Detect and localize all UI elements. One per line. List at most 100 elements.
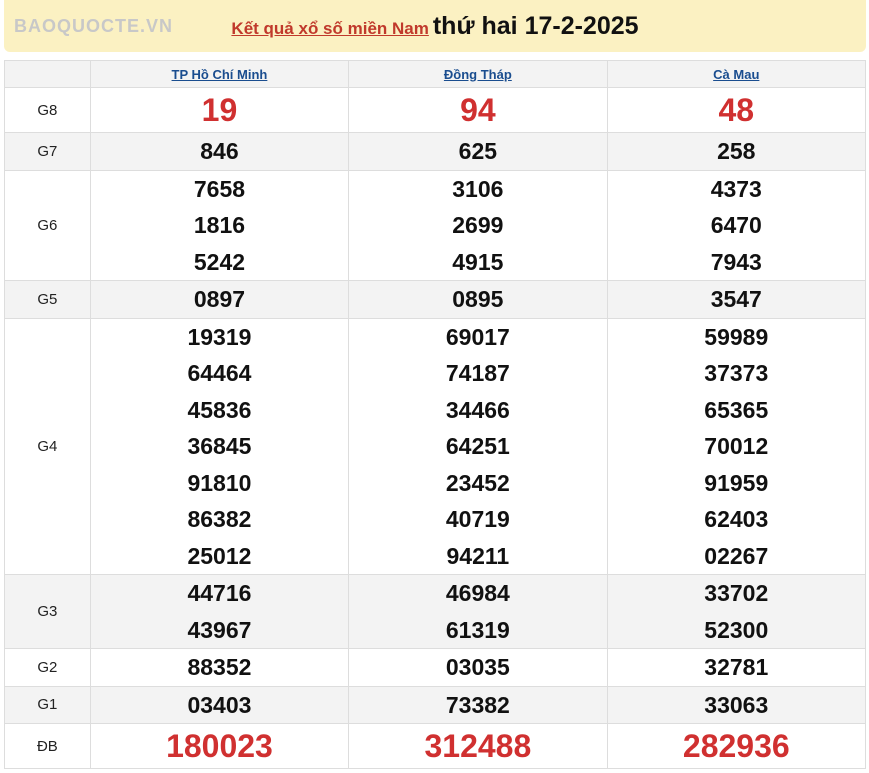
prize-number: 44716 bbox=[187, 580, 252, 606]
prize-number: 312488 bbox=[424, 728, 532, 764]
draw-date: thứ hai 17-2-2025 bbox=[432, 12, 639, 40]
prize-cell: 73382 bbox=[348, 685, 608, 724]
prize-cell: 44716 43967 bbox=[89, 574, 350, 649]
prize-cell: 0895 bbox=[348, 280, 608, 319]
prize-number: 94211 bbox=[446, 542, 510, 569]
prize-cell: 94 bbox=[348, 87, 608, 133]
prize-cell: 0897 bbox=[89, 280, 350, 319]
province-header-row: TP Hồ Chí Minh Đồng Tháp Cà Mau bbox=[4, 60, 867, 88]
prize-cell: 3547 bbox=[606, 280, 867, 319]
prize-number: 52300 bbox=[704, 616, 769, 643]
prize-number: 02267 bbox=[704, 542, 769, 569]
prize-number: 40719 bbox=[445, 506, 510, 532]
prize-number: 37373 bbox=[704, 360, 769, 386]
prize-number: 19 bbox=[201, 92, 238, 128]
prize-cell: 33702 52300 bbox=[606, 574, 867, 649]
prize-number: 3547 bbox=[710, 286, 762, 312]
prize-number: 03403 bbox=[187, 691, 252, 718]
prize-number: 33063 bbox=[704, 691, 769, 718]
prize-number: 846 bbox=[200, 138, 239, 164]
prize-row: G5 0897 0895 3547 bbox=[4, 280, 867, 319]
prize-number: 94 bbox=[460, 92, 496, 128]
prize-row: G1 03403 73382 33063 bbox=[4, 685, 867, 724]
province-link[interactable]: Đồng Tháp bbox=[443, 66, 512, 82]
prize-cell: 846 bbox=[89, 132, 350, 171]
results-title: Kết quả xổ số miền Nam thứ hai 17-2-2025 bbox=[4, 0, 866, 52]
prize-cell: 03403 bbox=[89, 685, 350, 724]
prize-cell: 03035 bbox=[348, 648, 608, 687]
prize-label: G8 bbox=[4, 87, 91, 133]
prize-number: 6470 bbox=[710, 212, 762, 238]
prize-number: 69017 bbox=[445, 323, 510, 350]
prize-cell: 282936 bbox=[606, 723, 867, 769]
prize-cell: 48 bbox=[606, 87, 867, 133]
prize-number: 59989 bbox=[704, 323, 769, 350]
prize-cell: 33063 bbox=[606, 685, 867, 724]
prize-cell: 19319 64464 45836 36845 91810 86382 25012 bbox=[89, 317, 350, 575]
prize-label: G6 bbox=[4, 169, 91, 281]
prize-number: 3106 bbox=[452, 175, 504, 202]
prize-row: G7 846 625 258 bbox=[4, 132, 867, 171]
prize-row: ĐB 180023 312488 282936 bbox=[4, 723, 867, 769]
prize-number: 7658 bbox=[193, 175, 246, 202]
prize-number: 7943 bbox=[710, 248, 762, 275]
prize-number: 03035 bbox=[445, 654, 510, 680]
prize-number: 70012 bbox=[704, 433, 769, 459]
prize-row: G6 7658 1816 5242 3106 2699 4915 4373 6470 7943 bbox=[4, 169, 867, 281]
prize-number: 73382 bbox=[445, 691, 510, 718]
province-link[interactable]: Cà Mau bbox=[713, 66, 760, 82]
prize-number: 91810 bbox=[187, 469, 252, 496]
prize-number: 61319 bbox=[445, 616, 510, 643]
results-link[interactable]: Kết quả xổ số miền Nam bbox=[231, 19, 429, 38]
prize-cell: 46984 61319 bbox=[348, 574, 608, 649]
prize-cell: 180023 bbox=[89, 723, 350, 769]
prize-number: 91959 bbox=[704, 469, 769, 496]
prize-label: ĐB bbox=[4, 723, 91, 769]
results-table: TP Hồ Chí Minh Đồng Tháp Cà Mau G8 19 94 48… bbox=[4, 60, 867, 769]
prize-number: 282936 bbox=[682, 728, 790, 764]
prize-number: 62403 bbox=[704, 506, 769, 532]
prize-number: 88352 bbox=[187, 654, 252, 680]
prize-label: G1 bbox=[4, 685, 91, 724]
prize-cell: 312488 bbox=[348, 723, 608, 769]
prize-number: 36845 bbox=[187, 433, 252, 459]
prize-label: G7 bbox=[4, 132, 91, 171]
prize-cell: 625 bbox=[348, 132, 608, 171]
prize-number: 34466 bbox=[445, 396, 510, 423]
prize-label: G5 bbox=[4, 280, 91, 319]
prize-number: 2699 bbox=[452, 212, 504, 238]
prize-row: G4 19319 64464 45836 36845 91810 86382 25012 690… bbox=[4, 317, 867, 575]
prize-number: 25012 bbox=[187, 542, 252, 569]
province-link[interactable]: TP Hồ Chí Minh bbox=[171, 66, 268, 82]
prize-number: 258 bbox=[717, 138, 756, 164]
prize-number: 1816 bbox=[193, 212, 246, 238]
prize-number: 74187 bbox=[445, 360, 510, 386]
prize-cell: 3106 2699 4915 bbox=[348, 169, 608, 281]
prize-number: 23452 bbox=[445, 469, 510, 496]
prize-row: G3 44716 43967 46984 61319 33702 52300 bbox=[4, 574, 867, 649]
prize-label: G3 bbox=[4, 574, 91, 649]
prize-cell: 19 bbox=[89, 87, 350, 133]
prize-number: 46984 bbox=[445, 580, 510, 606]
prize-cell: 258 bbox=[606, 132, 867, 171]
corner-cell bbox=[4, 60, 91, 88]
prize-number: 625 bbox=[458, 138, 498, 164]
prize-cell: 88352 bbox=[89, 648, 350, 687]
prize-number: 33702 bbox=[704, 580, 769, 606]
prize-number: 4373 bbox=[710, 175, 762, 202]
prize-cell: 4373 6470 7943 bbox=[606, 169, 867, 281]
prize-cell: 69017 74187 34466 64251 23452 40719 94211 bbox=[348, 317, 608, 575]
prize-number: 43967 bbox=[187, 616, 252, 643]
prize-cell: 32781 bbox=[606, 648, 867, 687]
prize-number: 4915 bbox=[452, 248, 504, 275]
prize-number: 64464 bbox=[187, 360, 252, 386]
prize-label: G4 bbox=[4, 317, 91, 575]
prize-number: 5242 bbox=[193, 248, 246, 275]
prize-number: 180023 bbox=[166, 728, 273, 764]
prize-number: 19319 bbox=[187, 323, 252, 350]
prize-row: G8 19 94 48 bbox=[4, 87, 867, 133]
prize-number: 45836 bbox=[187, 396, 252, 423]
prize-number: 32781 bbox=[704, 654, 769, 680]
prize-number: 86382 bbox=[187, 506, 252, 532]
prize-number: 0895 bbox=[452, 286, 504, 312]
